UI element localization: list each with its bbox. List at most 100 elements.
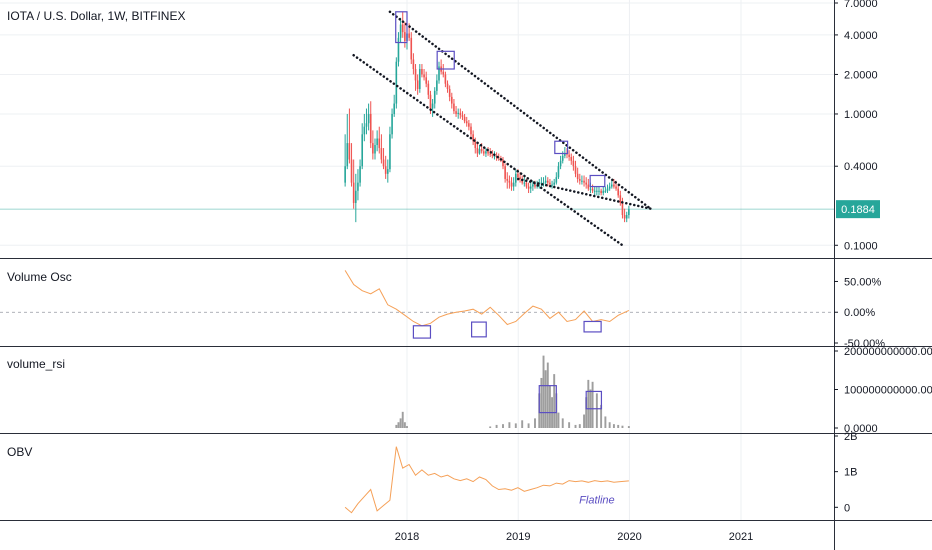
candle-body[interactable] xyxy=(564,153,566,156)
candle-body[interactable] xyxy=(457,112,460,114)
histogram-bar[interactable] xyxy=(542,355,545,428)
candle-body[interactable] xyxy=(474,141,477,149)
candle-body[interactable] xyxy=(604,190,607,192)
histogram-bar[interactable] xyxy=(502,424,504,428)
candle-body[interactable] xyxy=(433,90,436,104)
histogram-bar[interactable] xyxy=(544,370,547,428)
candle-body[interactable] xyxy=(416,80,419,89)
candle-body[interactable] xyxy=(574,166,577,174)
candle-body[interactable] xyxy=(493,155,496,157)
highlight-box[interactable] xyxy=(471,321,487,338)
candle-body[interactable] xyxy=(485,151,487,154)
highlight-box[interactable] xyxy=(395,11,408,44)
histogram-bar[interactable] xyxy=(578,424,581,428)
candle-body[interactable] xyxy=(551,184,553,186)
histogram-bar[interactable] xyxy=(546,362,549,428)
candle-body[interactable] xyxy=(615,186,617,189)
highlight-box[interactable] xyxy=(436,50,455,70)
candle-body[interactable] xyxy=(608,186,611,189)
candle-body[interactable] xyxy=(361,134,364,167)
candle-body[interactable] xyxy=(380,148,383,160)
candle-body[interactable] xyxy=(410,37,413,60)
candle-body[interactable] xyxy=(346,143,349,167)
candle-body[interactable] xyxy=(404,32,406,41)
candle-body[interactable] xyxy=(378,138,381,149)
candle-body[interactable] xyxy=(472,134,474,142)
candle-body[interactable] xyxy=(429,94,432,109)
candle-body[interactable] xyxy=(517,173,519,178)
candle-body[interactable] xyxy=(393,103,396,114)
candle-body[interactable] xyxy=(446,83,449,89)
candle-body[interactable] xyxy=(553,182,556,185)
candle-body[interactable] xyxy=(374,145,376,154)
candle-body[interactable] xyxy=(365,123,368,127)
candle-body[interactable] xyxy=(436,80,438,91)
candle-body[interactable] xyxy=(367,113,370,124)
candle-body[interactable] xyxy=(519,177,521,179)
candle-body[interactable] xyxy=(478,149,481,154)
histogram-bar[interactable] xyxy=(401,411,404,428)
candle-body[interactable] xyxy=(628,209,630,216)
candle-body[interactable] xyxy=(568,154,570,158)
candle-body[interactable] xyxy=(625,215,628,219)
candle-body[interactable] xyxy=(348,143,351,160)
candle-body[interactable] xyxy=(623,215,626,219)
candle-body[interactable] xyxy=(557,166,560,178)
candle-body[interactable] xyxy=(369,113,372,144)
candle-body[interactable] xyxy=(598,190,600,192)
histogram-bar[interactable] xyxy=(406,426,408,428)
highlight-box[interactable] xyxy=(589,174,606,188)
candle-body[interactable] xyxy=(617,188,619,196)
candle-body[interactable] xyxy=(408,33,410,38)
histogram-bar[interactable] xyxy=(397,422,400,428)
candle-body[interactable] xyxy=(596,190,598,192)
price-pane[interactable] xyxy=(0,10,834,247)
candle-body[interactable] xyxy=(606,188,609,191)
candle-body[interactable] xyxy=(600,190,602,194)
candle-body[interactable] xyxy=(450,96,453,104)
candle-body[interactable] xyxy=(455,111,457,114)
histogram-bar[interactable] xyxy=(395,424,398,428)
candle-body[interactable] xyxy=(525,182,528,187)
candle-body[interactable] xyxy=(480,149,483,152)
histogram-bar[interactable] xyxy=(604,416,607,428)
candle-body[interactable] xyxy=(570,157,573,161)
histogram-bar[interactable] xyxy=(621,425,624,428)
histogram-bar[interactable] xyxy=(600,404,603,428)
candle-body[interactable] xyxy=(593,190,596,192)
candle-body[interactable] xyxy=(376,138,378,146)
trendline[interactable] xyxy=(388,10,652,210)
candle-body[interactable] xyxy=(578,178,581,181)
obv-pane[interactable]: Flatline xyxy=(344,446,629,514)
candle-body[interactable] xyxy=(418,69,421,89)
candle-body[interactable] xyxy=(527,186,530,189)
histogram-bar[interactable] xyxy=(399,418,402,428)
candle-body[interactable] xyxy=(354,190,357,203)
highlight-box[interactable] xyxy=(583,320,602,333)
candle-body[interactable] xyxy=(468,123,470,127)
candle-body[interactable] xyxy=(384,166,387,174)
candle-body[interactable] xyxy=(514,173,517,183)
volume-osc-line[interactable] xyxy=(344,270,630,327)
candle-body[interactable] xyxy=(344,166,346,183)
candle-body[interactable] xyxy=(581,180,583,182)
candle-body[interactable] xyxy=(482,151,485,154)
histogram-bar[interactable] xyxy=(557,412,560,428)
candle-body[interactable] xyxy=(397,37,400,62)
histogram-bar[interactable] xyxy=(561,418,564,428)
candle-body[interactable] xyxy=(382,159,385,167)
candle-body[interactable] xyxy=(427,83,430,95)
histogram-bar[interactable] xyxy=(595,393,598,428)
histogram-bar[interactable] xyxy=(612,424,615,428)
candle-body[interactable] xyxy=(391,113,393,135)
histogram-bar[interactable] xyxy=(540,377,543,428)
candle-body[interactable] xyxy=(444,74,447,84)
histogram-bar[interactable] xyxy=(587,379,590,428)
candle-body[interactable] xyxy=(610,184,613,187)
candle-body[interactable] xyxy=(502,159,504,167)
histogram-bar[interactable] xyxy=(495,424,498,428)
candle-body[interactable] xyxy=(529,186,532,189)
candle-body[interactable] xyxy=(613,184,615,187)
candle-body[interactable] xyxy=(619,195,622,203)
